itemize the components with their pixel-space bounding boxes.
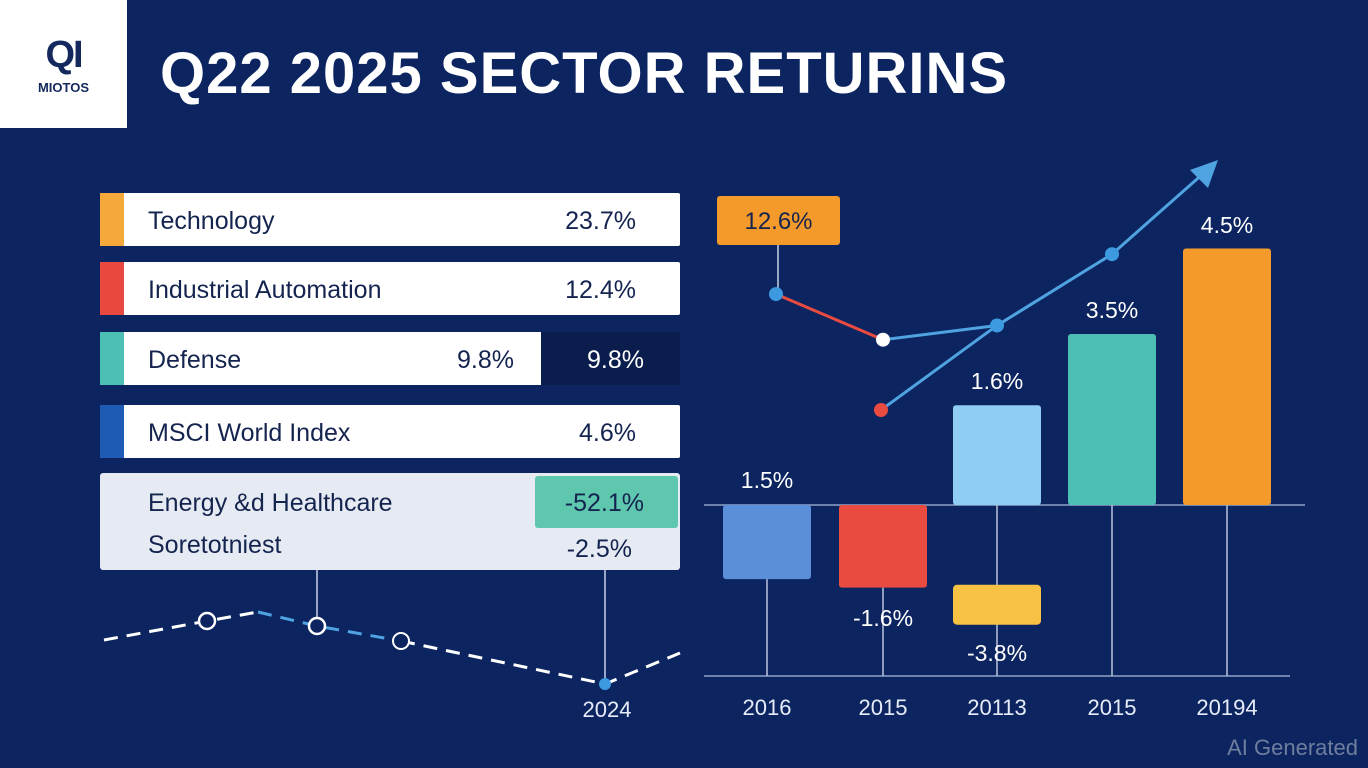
sector-label: MSCI World Index <box>148 419 351 447</box>
lower-line-year-label: 2024 <box>582 697 632 722</box>
sector-row-industrial-automation: Industrial Automation 12.4% <box>100 262 680 315</box>
logo-subtitle: MIOTOS <box>37 80 90 95</box>
bar-value-label: 1.6% <box>970 368 1024 395</box>
x-tick-label: 2015 <box>858 695 908 720</box>
overlay-line-segment <box>882 323 998 342</box>
overlay-point <box>990 318 1004 333</box>
sector-color-marker <box>100 262 124 315</box>
lower-trend-line <box>103 570 681 690</box>
sector-value: 9.8% <box>457 346 514 374</box>
bar-3 <box>1068 334 1156 505</box>
sector-value: 23.7% <box>565 207 636 235</box>
floating-bar-label: -3.8% <box>966 639 1028 666</box>
logo-mark: QI <box>45 34 83 76</box>
bar-0 <box>723 505 811 580</box>
sector-color-marker <box>100 193 124 246</box>
x-tick-label: 20194 <box>1196 695 1258 720</box>
sector-value-badge: -52.1% <box>535 476 678 528</box>
sector-color-marker <box>100 332 124 385</box>
sector-color-marker <box>100 405 124 458</box>
x-tick-label: 2016 <box>742 695 792 720</box>
sector-label: Technology <box>148 207 275 235</box>
overlay-trend-line <box>880 170 1206 412</box>
sector-value-dark-box: 9.8% <box>541 332 680 385</box>
floating-bar <box>953 584 1041 625</box>
sector-label: Industrial Automation <box>148 276 382 304</box>
sector-value: 12.4% <box>565 276 636 304</box>
sector-row-defense: Defense 9.8% 9.8% <box>100 332 680 385</box>
bar-2 <box>953 405 1041 505</box>
overlay-point <box>874 403 888 417</box>
sector-label: Defense <box>148 346 242 374</box>
bar-4 <box>1183 248 1271 505</box>
overlay-point <box>769 287 783 302</box>
sector-row-technology: Technology 23.7% <box>100 193 680 246</box>
sector-value-secondary: 9.8% <box>587 346 644 374</box>
overlay-point <box>1105 247 1119 262</box>
sector-row-energy-healthcare: Energy &d Healthcare Soretotniest -52.1%… <box>100 473 680 570</box>
callout-badge: 12.6% <box>717 196 840 245</box>
bar-1 <box>839 505 927 588</box>
watermark: AI Generated <box>1227 735 1358 760</box>
sector-row-msci-world: MSCI World Index 4.6% <box>100 405 680 458</box>
bar-value-label: -1.6% <box>852 604 914 631</box>
page-title: Q22 2025 SECTOR RETURINS <box>160 41 1009 106</box>
sector-label: Energy &d Healthcare <box>148 489 393 517</box>
arrow-head-icon <box>1190 160 1218 188</box>
sector-value: -52.1% <box>564 489 644 517</box>
bar-value-label: 3.5% <box>1085 297 1139 323</box>
callout-value: 12.6% <box>744 208 813 235</box>
bar-value-label: 1.5% <box>740 467 794 493</box>
sector-value: 4.6% <box>579 419 636 447</box>
sector-label-secondary: Soretotniest <box>148 531 282 559</box>
bar-value-label: 4.5% <box>1200 211 1254 238</box>
x-tick-label: 20113 <box>967 695 1027 720</box>
overlay-line-segment <box>775 292 884 342</box>
overlay-point <box>876 332 890 347</box>
sector-value-secondary: -2.5% <box>566 535 632 563</box>
logo: QI MIOTOS <box>0 0 127 128</box>
x-tick-label: 2015 <box>1087 695 1137 720</box>
